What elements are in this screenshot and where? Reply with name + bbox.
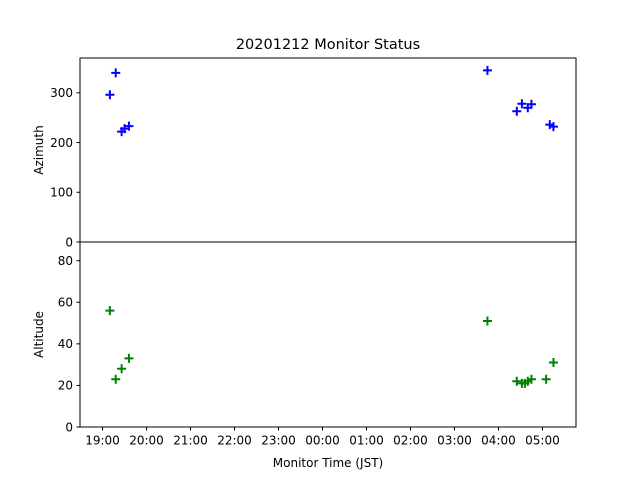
panel-2: 0 20 40 60 80 Altitude 19:10 56 19:18 2319:26 2…	[32, 241, 577, 434]
y-tick-label: 300	[50, 86, 73, 100]
chart-title: 20201212 Monitor Status	[236, 37, 420, 53]
x-tick-label: 05:00	[525, 434, 560, 448]
y-tick-label: 60	[58, 296, 73, 310]
data-point: 03:45 345	[482, 65, 492, 75]
panel-1-frame	[79, 57, 577, 243]
x-tick-label: 19:00	[85, 434, 120, 448]
y-tick-label: 20	[58, 379, 73, 393]
y-tick-label: 40	[58, 337, 73, 351]
y-axis-label: Altitude	[32, 311, 46, 358]
data-point: 19:10 296	[105, 90, 115, 100]
data-point: 04:32 278	[517, 99, 527, 109]
x-tick-label: 02:00	[393, 434, 428, 448]
x-axis-label: Monitor Time (JST)	[273, 456, 383, 470]
panel-2-frame	[79, 241, 577, 428]
data-point: 05:05 23	[541, 374, 551, 384]
x-tick-label: 21:00	[173, 434, 208, 448]
data-point: 04:45 23	[526, 374, 536, 384]
y-tick-label: 200	[50, 136, 73, 150]
y-tick-label: 0	[65, 420, 73, 434]
y-tick-label: 100	[50, 186, 73, 200]
data-point: 19:10 56	[105, 306, 115, 316]
panel-1: 0100200300Azimuth19:10 29619:18 34019:26…	[32, 57, 577, 249]
x-tick-label: 03:00	[437, 434, 472, 448]
data-point: 04:45 277	[526, 99, 536, 109]
data-point: 19:36 33	[124, 353, 134, 363]
data-point: 19:18 23	[111, 374, 121, 384]
x-tick-label: 20:00	[129, 434, 164, 448]
x-tick-label: 22:00	[217, 434, 252, 448]
data-point: 05:15 232	[548, 122, 558, 132]
y-tick-label: 0	[65, 235, 73, 249]
data-point: 19:36 233	[124, 121, 134, 131]
x-tick-label: 00:00	[305, 434, 340, 448]
chart-panels: 0100200300Azimuth19:10 29619:18 34019:26…	[32, 57, 577, 434]
x-axis: 19:00 20:00 21:00 22:00 23:00 00:00 01:00 02:00…	[85, 427, 560, 448]
x-tick-label: 01:00	[349, 434, 384, 448]
data-point: 03:45 51	[482, 316, 492, 326]
y-tick-label: 80	[58, 254, 73, 268]
x-tick-label: 04:00	[481, 434, 516, 448]
x-tick-label: 23:00	[261, 434, 296, 448]
data-point: 19:18 340	[111, 68, 121, 78]
data-point: 19:26 28	[117, 364, 127, 374]
y-axis-label: Azimuth	[32, 125, 46, 174]
data-point: 04:25 263	[512, 106, 522, 116]
data-point: 05:15 31	[548, 358, 558, 368]
data-point: 04:25 22	[512, 376, 522, 386]
